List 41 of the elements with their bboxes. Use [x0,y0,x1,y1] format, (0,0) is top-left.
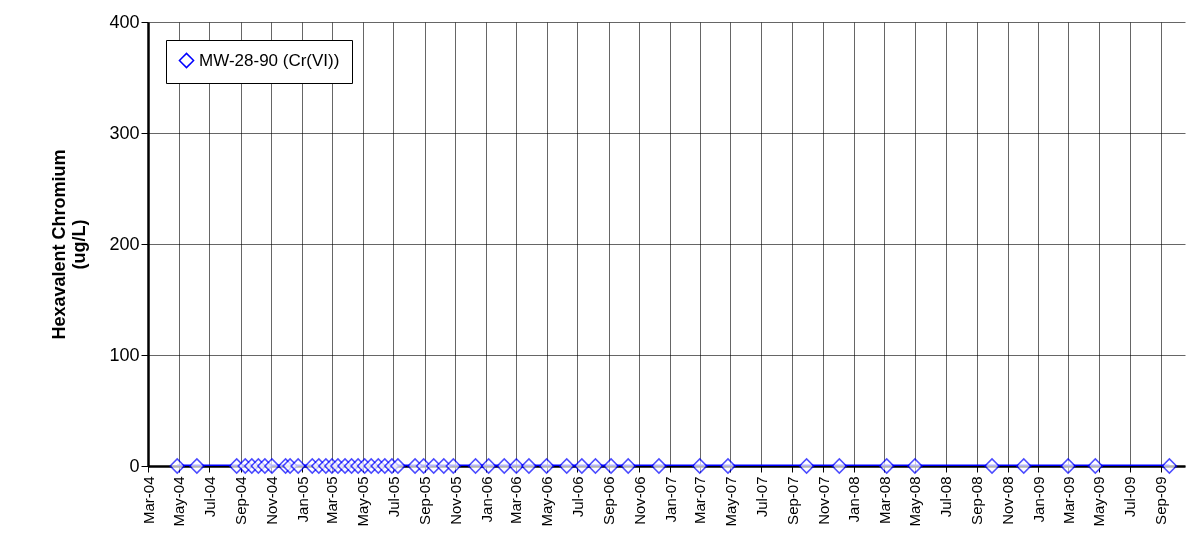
x-tick-label: Jan-05 [293,476,311,523]
x-tick-label: Mar-07 [691,476,709,525]
x-tick-label: May-06 [538,476,556,527]
x-tick-label: Mar-06 [507,476,525,525]
x-tick-label: Nov-07 [814,476,832,525]
y-tick-label: 0 [129,455,140,476]
x-tick-label: Jul-09 [1121,476,1139,518]
y-tick-label: 100 [109,344,140,365]
x-tick-label: Sep-08 [968,476,986,525]
y-tick-label: 300 [109,122,140,143]
x-tick-label: Mar-04 [139,476,157,525]
y-tick-label: 400 [109,11,140,32]
x-tick-label: Jan-06 [477,476,495,523]
x-tick-label: Jan-09 [1029,476,1047,523]
x-tick-label: Jul-05 [384,476,402,518]
x-tick-label: Jul-04 [200,476,218,518]
x-tick-label: Nov-08 [999,476,1017,525]
x-tick-label: Jul-08 [937,476,955,518]
x-tick-label: Sep-05 [416,476,434,525]
x-tick-label: Nov-06 [630,476,648,525]
x-tick-label: Jul-06 [568,476,586,518]
x-tick-label: Sep-07 [783,476,801,525]
x-tick-label: Jul-07 [752,476,770,518]
x-tick-label: Mar-05 [323,476,341,525]
x-tick-label: Sep-06 [600,476,618,525]
x-tick-label: Mar-08 [875,476,893,525]
x-tick-label: Sep-04 [232,476,250,525]
x-tick-label: May-04 [170,476,188,527]
x-tick-label: Nov-05 [446,476,464,525]
x-tick-label: May-08 [906,476,924,527]
x-tick-label: May-07 [721,476,739,527]
y-tick-label: 200 [109,233,140,254]
x-tick-label: Sep-09 [1152,476,1170,525]
x-tick-label: May-09 [1090,476,1108,527]
x-tick-label: Jan-08 [845,476,863,523]
x-tick-label: Nov-04 [262,476,280,525]
x-tick-label: Mar-09 [1059,476,1077,525]
x-tick-label: Jan-07 [661,476,679,523]
x-tick-label: May-05 [354,476,372,527]
y-axis-title: Hexavalent Chromium (ug/L) [49,149,90,340]
legend-label: MW-28-90 (Cr(VI)) [199,50,340,70]
